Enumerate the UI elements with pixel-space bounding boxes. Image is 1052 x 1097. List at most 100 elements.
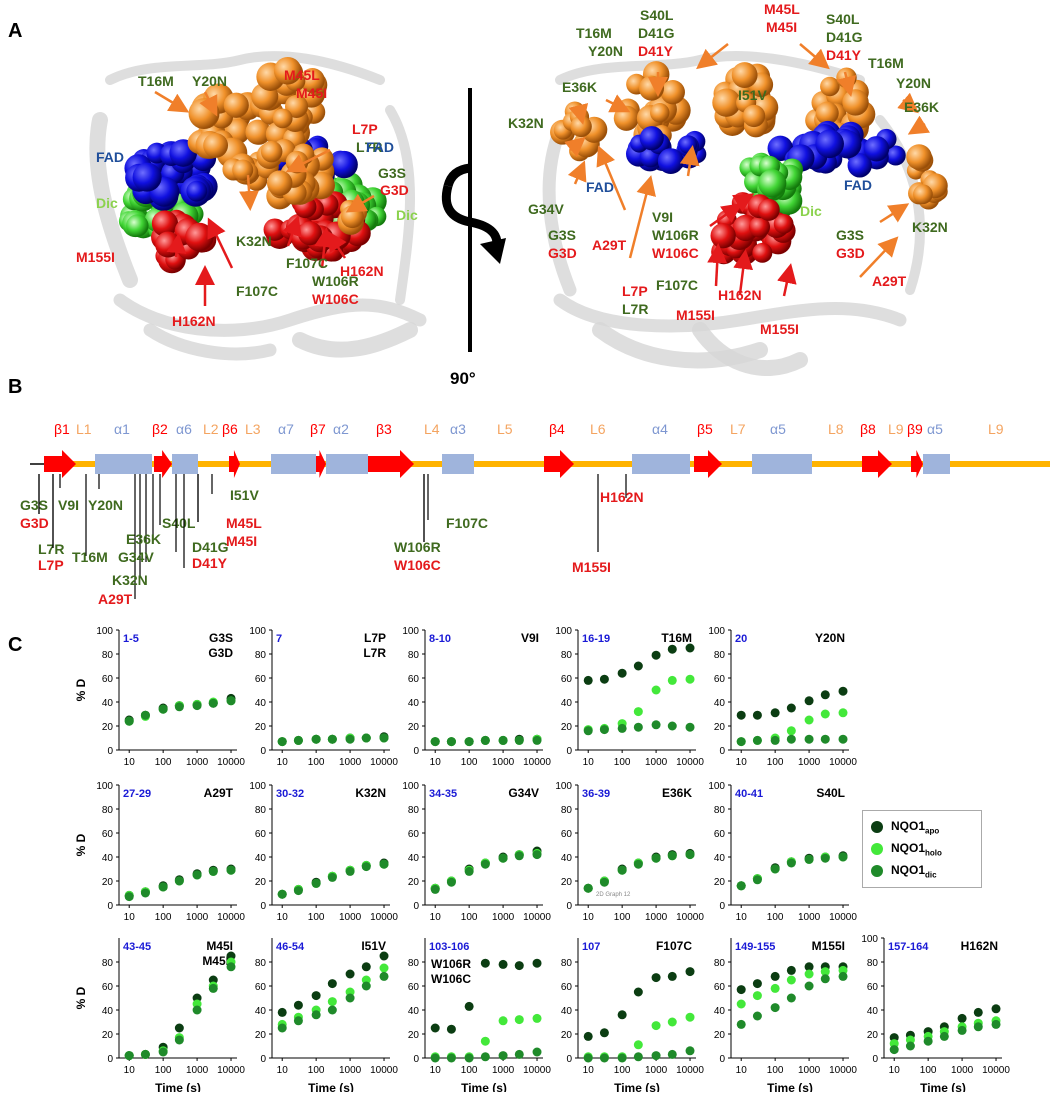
data-point-dic: [651, 853, 661, 863]
y-tick-label: 40: [714, 1006, 726, 1017]
data-point-holo: [667, 675, 677, 685]
data-point-dic: [820, 734, 830, 744]
right-mutation-label-y20n2: Y20N: [896, 75, 931, 91]
y-tick-label: 0: [260, 901, 266, 912]
uptake-plot-8-10: 0 20 40 60 80 100 10 100 1000 10000 8-10 V9I: [402, 626, 551, 768]
data-point-dic: [838, 734, 848, 744]
right-mutation-label-v9i: V9I: [652, 209, 673, 225]
mutation-sphere-red: [752, 242, 773, 263]
data-point-holo: [752, 991, 762, 1001]
left-mutation-label-w106r: W106R: [312, 273, 359, 289]
y-tick-label: 60: [408, 674, 420, 685]
x-tick-label: 1000: [339, 1065, 362, 1076]
y-tick-label: 60: [714, 982, 726, 993]
x-tick-label: 1000: [798, 757, 821, 768]
x-tick-label: 1000: [186, 912, 209, 923]
y-tick-label: 40: [408, 853, 420, 864]
right-mutation-label-a29t2: A29T: [872, 273, 907, 289]
uptake-plot-36-39: 0 20 40 60 80 100 10 100 1000 10000 36-39 E36K: [555, 781, 704, 923]
peptide-range-label: 30-32: [276, 788, 304, 800]
y-tick-label: 0: [260, 746, 266, 757]
data-point-dic: [226, 962, 236, 972]
sse-labels: β1 L1 α1 β2 α6 L2 β6 L3 α7 β7 α2 β3 L4 α3 L5 β4 L6 α4 β5 L7…: [54, 421, 1004, 437]
y-tick-label: 40: [561, 1006, 573, 1017]
label-arrow: [199, 91, 218, 117]
data-point-holo: [736, 999, 746, 1009]
data-point-dic: [361, 981, 371, 991]
helix-box: [95, 454, 152, 474]
y-tick-label: 0: [566, 901, 572, 912]
x-tick-label: 10000: [676, 912, 704, 923]
mutation-sphere-orange: [660, 80, 685, 105]
data-point-dic: [752, 735, 762, 745]
data-point-dic: [617, 723, 627, 733]
graph-watermark: 2D Graph 12: [596, 892, 631, 898]
right-mutation-label-g34v: G34V: [528, 201, 564, 217]
x-tick-label: 1000: [645, 1065, 668, 1076]
y-tick-label: 80: [408, 958, 420, 969]
y-tick-label: 0: [107, 1054, 113, 1065]
y-tick-label: 0: [260, 1054, 266, 1065]
ribbon-segment: [692, 322, 808, 376]
data-point-dic: [617, 865, 627, 875]
y-axis-title: % D: [74, 833, 88, 856]
peptide-range-label: 8-10: [429, 633, 451, 645]
label-arrow: [596, 145, 627, 211]
x-tick-label: 100: [308, 912, 325, 923]
y-tick-label: 20: [102, 877, 114, 888]
legend-item-dic: NQO1dic: [871, 861, 937, 881]
sse-label-l8: L8: [828, 421, 844, 437]
fad-sphere: [330, 150, 358, 179]
sse-label-l4: L4: [424, 421, 440, 437]
x-tick-label: 10000: [217, 912, 245, 923]
x-tick-label: 10000: [370, 912, 398, 923]
y-tick-label: 80: [561, 958, 573, 969]
data-point-dic: [311, 1010, 321, 1020]
data-point-dic: [379, 733, 389, 743]
sse-label-b5: β5: [697, 421, 713, 437]
peptide-range-label: 149-155: [735, 941, 775, 953]
data-point-apo: [480, 958, 490, 968]
x-tick-label: 100: [461, 757, 478, 768]
peptide-range-label: 40-41: [735, 788, 763, 800]
y-tick-label: 80: [408, 805, 420, 816]
x-tick-label: 100: [308, 1065, 325, 1076]
ribbon-segment: [105, 51, 385, 85]
mutation-labels: T16M Y20N M45LM45IL7PL7RFADFADG3SG3DDicDic…: [76, 1, 948, 337]
plot-mutation-label: L7R: [363, 646, 386, 660]
mutation-sphere-orange: [232, 159, 254, 181]
structure-figure: 90° T16M Y20N M45LM45IL7PL7RFADFADG3SG3DDi…: [76, 1, 948, 388]
legend-marker-holo: [871, 843, 883, 855]
x-tick-label: 1000: [339, 757, 362, 768]
mutation-label-m45l: M45L: [226, 515, 262, 531]
data-point-apo: [583, 1031, 593, 1041]
data-point-dic: [786, 734, 796, 744]
data-point-dic: [804, 734, 814, 744]
y-tick-label: 0: [566, 1054, 572, 1065]
x-tick-label: 100: [920, 1065, 937, 1076]
y-tick-label: 20: [255, 722, 267, 733]
label-arrow: [564, 136, 586, 158]
left-mutation-label-t16m: T16M: [138, 73, 174, 89]
data-point-dic: [480, 1052, 490, 1062]
data-point-dic: [752, 875, 762, 885]
y-tick-label: 60: [102, 982, 114, 993]
ribbon-segment: [385, 105, 415, 305]
mutation-sphere-orange: [820, 76, 840, 97]
data-point-holo: [820, 709, 830, 719]
data-point-apo: [174, 1023, 184, 1033]
right-mutation-label-fad1: FAD: [586, 179, 614, 195]
data-point-apo: [804, 696, 814, 706]
x-tick-label: 10000: [523, 757, 551, 768]
data-point-dic: [804, 981, 814, 991]
uptake-plot-16-19: 0 20 40 60 80 100 10 100 1000 10000 16-19 T16M: [555, 626, 704, 768]
x-tick-label: 1000: [951, 1065, 974, 1076]
right-mutation-label-d41g: D41G: [638, 25, 675, 41]
y-tick-label: 40: [561, 853, 573, 864]
data-point-apo: [293, 1000, 303, 1010]
data-point-dic: [736, 1019, 746, 1029]
x-tick-label: 10000: [370, 757, 398, 768]
data-point-dic: [293, 735, 303, 745]
right-mutation-label-d41y2: D41Y: [826, 47, 862, 63]
